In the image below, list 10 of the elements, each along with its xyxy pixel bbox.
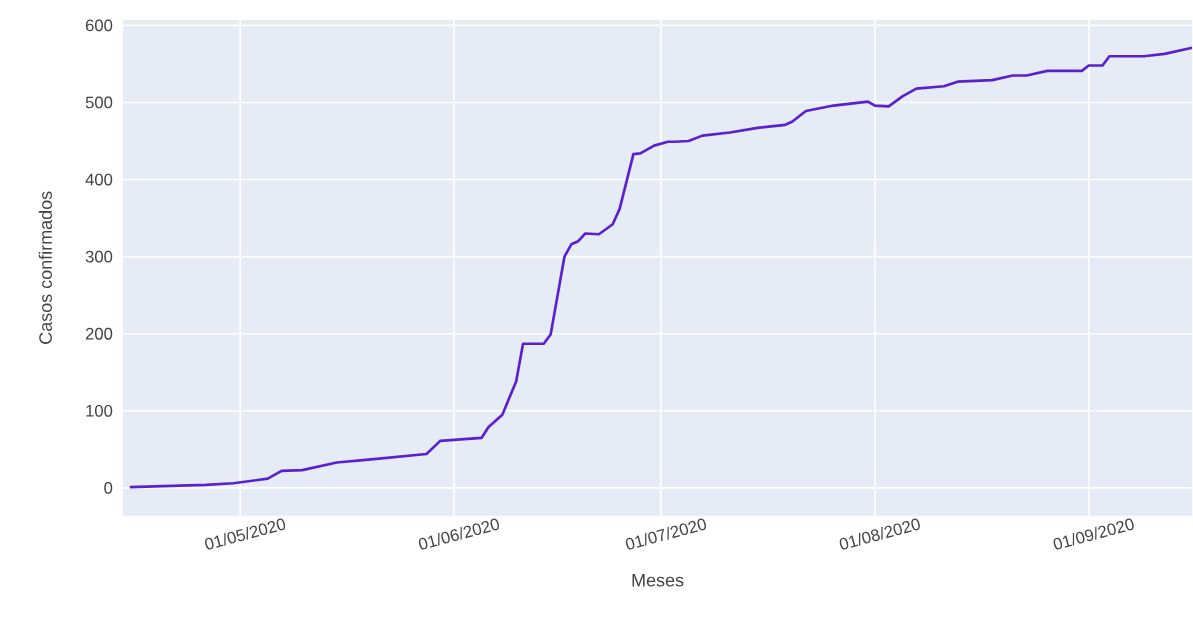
x-axis-title: Meses <box>632 574 684 587</box>
y-tick-label: 0 <box>104 482 113 495</box>
y-tick-label: 600 <box>85 19 113 32</box>
y-tick-label: 100 <box>86 405 113 417</box>
y-tick-label: 200 <box>85 328 113 340</box>
y-tick-label: 500 <box>85 96 113 109</box>
y-axis-title: Casos confirmados <box>38 191 52 345</box>
y-tick-label: 400 <box>85 173 113 186</box>
line-series <box>128 46 1193 489</box>
y-tick-label: 300 <box>85 250 113 263</box>
